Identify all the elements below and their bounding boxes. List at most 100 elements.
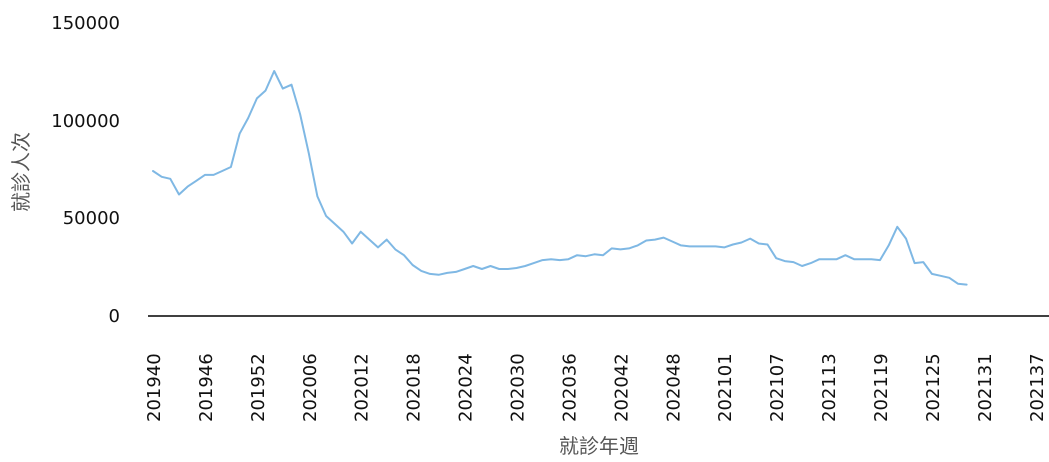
data-point	[888, 244, 890, 246]
data-point	[498, 268, 500, 270]
data-point	[801, 265, 803, 267]
series-line	[152, 70, 968, 286]
data-point	[550, 258, 552, 260]
data-point	[394, 248, 396, 250]
data-point	[152, 170, 154, 172]
data-point	[914, 262, 916, 264]
data-point	[334, 223, 336, 225]
data-point	[230, 166, 232, 168]
data-point	[793, 261, 795, 263]
data-point	[853, 258, 855, 260]
x-tick-label: 202024	[456, 353, 477, 422]
x-tick-label: 202137	[1027, 353, 1048, 422]
x-tick-label: 202101	[715, 353, 736, 422]
data-point	[542, 259, 544, 261]
data-point	[282, 88, 284, 90]
data-point	[818, 258, 820, 260]
data-point	[464, 268, 466, 270]
data-point	[299, 113, 301, 115]
data-point	[602, 254, 604, 256]
data-point	[239, 133, 241, 135]
data-point	[732, 244, 734, 246]
data-point	[784, 260, 786, 262]
data-point	[429, 273, 431, 275]
data-point	[957, 283, 959, 285]
data-point	[844, 254, 846, 256]
data-point	[723, 246, 725, 248]
data-point	[342, 231, 344, 233]
data-point	[611, 247, 613, 249]
data-point	[291, 84, 293, 86]
data-point	[516, 267, 518, 269]
data-point	[178, 194, 180, 196]
data-point	[403, 254, 405, 256]
x-tick-label: 202012	[352, 353, 373, 422]
y-tick-label: 0	[109, 306, 120, 327]
data-point	[360, 231, 362, 233]
data-point	[758, 243, 760, 245]
data-point	[446, 272, 448, 274]
data-point	[325, 215, 327, 217]
data-point	[767, 244, 769, 246]
y-axis-title: 就診人次	[9, 132, 33, 212]
data-point	[386, 239, 388, 241]
data-point	[810, 262, 812, 264]
data-point	[161, 176, 163, 178]
x-axis-title: 就診年週	[559, 434, 639, 458]
data-point	[879, 259, 881, 261]
data-point	[931, 273, 933, 275]
x-tick-label: 202119	[871, 353, 892, 422]
data-point	[273, 70, 275, 72]
data-point	[715, 245, 717, 247]
x-tick-label: 201940	[144, 353, 165, 422]
data-point	[585, 255, 587, 257]
data-point	[637, 244, 639, 246]
data-point	[663, 237, 665, 239]
data-point	[195, 180, 197, 182]
data-point	[524, 265, 526, 267]
data-point	[221, 170, 223, 172]
data-point	[645, 240, 647, 242]
data-point	[680, 244, 682, 246]
x-tick-label: 202036	[559, 353, 580, 422]
x-tick-label: 201952	[248, 353, 269, 422]
data-point	[948, 277, 950, 279]
data-point	[256, 97, 258, 99]
series-points	[152, 70, 968, 286]
y-tick-label: 50000	[63, 208, 120, 229]
data-point	[896, 226, 898, 228]
data-point	[654, 239, 656, 241]
data-point	[749, 238, 751, 240]
data-point	[187, 186, 189, 188]
data-point	[619, 248, 621, 250]
data-point	[316, 195, 318, 197]
x-axis-ticks: 201940 201946 201952 202006 202012 202018 2020…	[144, 353, 1048, 422]
data-point	[490, 265, 492, 267]
data-point	[706, 245, 708, 247]
data-point	[775, 257, 777, 259]
y-tick-label: 150000	[51, 13, 120, 34]
x-tick-label: 202113	[819, 353, 840, 422]
data-point	[697, 245, 699, 247]
data-point	[368, 239, 370, 241]
data-point	[827, 258, 829, 260]
data-point	[905, 238, 907, 240]
data-point	[169, 178, 171, 180]
data-point	[455, 271, 457, 273]
data-point	[559, 259, 561, 261]
x-tick-label: 202048	[663, 353, 684, 422]
data-point	[940, 275, 942, 277]
data-point	[507, 268, 509, 270]
data-point	[862, 258, 864, 260]
data-point	[265, 90, 267, 92]
x-tick-label: 201946	[196, 353, 217, 422]
data-point	[481, 268, 483, 270]
data-point	[533, 262, 535, 264]
x-tick-label: 202125	[923, 353, 944, 422]
x-tick-label: 202006	[300, 353, 321, 422]
data-point	[213, 174, 215, 176]
x-tick-label: 202042	[611, 353, 632, 422]
y-tick-label: 100000	[51, 111, 120, 132]
data-point	[922, 261, 924, 263]
